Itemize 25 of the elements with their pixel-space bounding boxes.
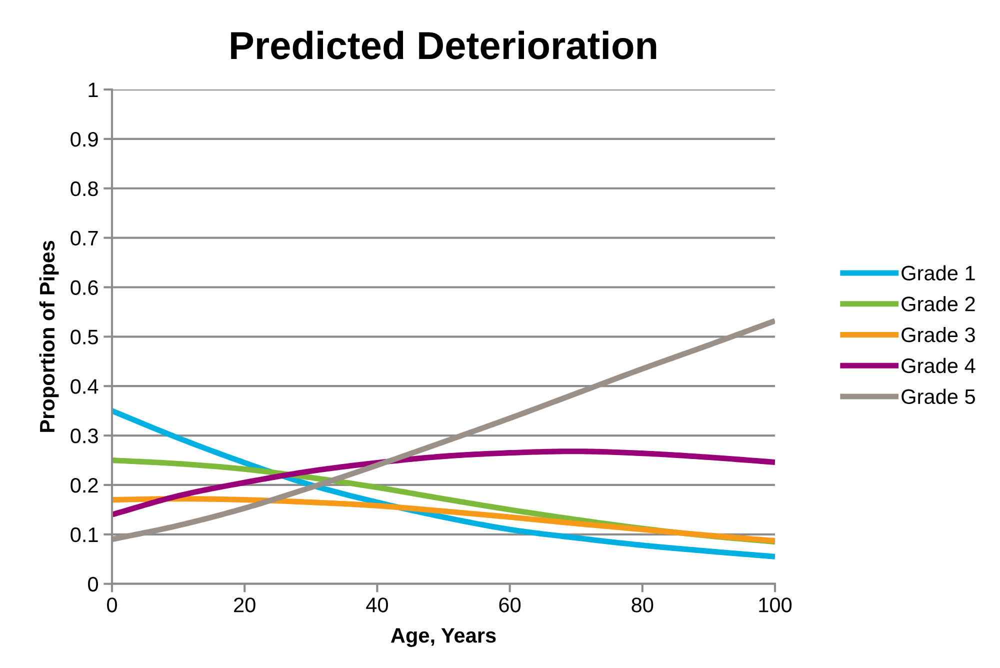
y-tick-label: 0.8 [70, 181, 98, 196]
x-tick-label: 80 [632, 598, 654, 612]
x-tick-label: 100 [759, 598, 792, 612]
y-axis-title: Proportion of Pipes [39, 240, 59, 432]
y-tick-label: 0.3 [70, 428, 98, 444]
y-tick-label: 0 [88, 576, 98, 592]
y-tick-label: 0.9 [70, 132, 98, 147]
y-tick-label: 1 [88, 82, 98, 98]
y-tick-label: 0.4 [70, 379, 98, 394]
x-tick-label: 0 [107, 598, 117, 612]
y-tick-label: 0.6 [70, 280, 98, 295]
y-tick-label: 0.5 [70, 330, 98, 344]
legend-label: Grade 2 [902, 296, 975, 312]
y-tick-label: 0.1 [70, 527, 98, 542]
x-tick-label: 60 [499, 598, 521, 612]
x-axis-title: Age, Years [390, 628, 496, 647]
x-tick-label: 40 [366, 598, 388, 612]
chart-title: Predicted Deterioration [231, 30, 656, 60]
y-tick-label: 0.2 [70, 478, 98, 493]
legend-label: Grade 1 [902, 265, 975, 281]
legend-label: Grade 5 [902, 388, 975, 404]
legend-label: Grade 3 [902, 326, 975, 342]
x-tick-label: 20 [234, 598, 256, 612]
legend-label: Grade 4 [902, 358, 976, 374]
y-tick-label: 0.7 [70, 230, 98, 246]
